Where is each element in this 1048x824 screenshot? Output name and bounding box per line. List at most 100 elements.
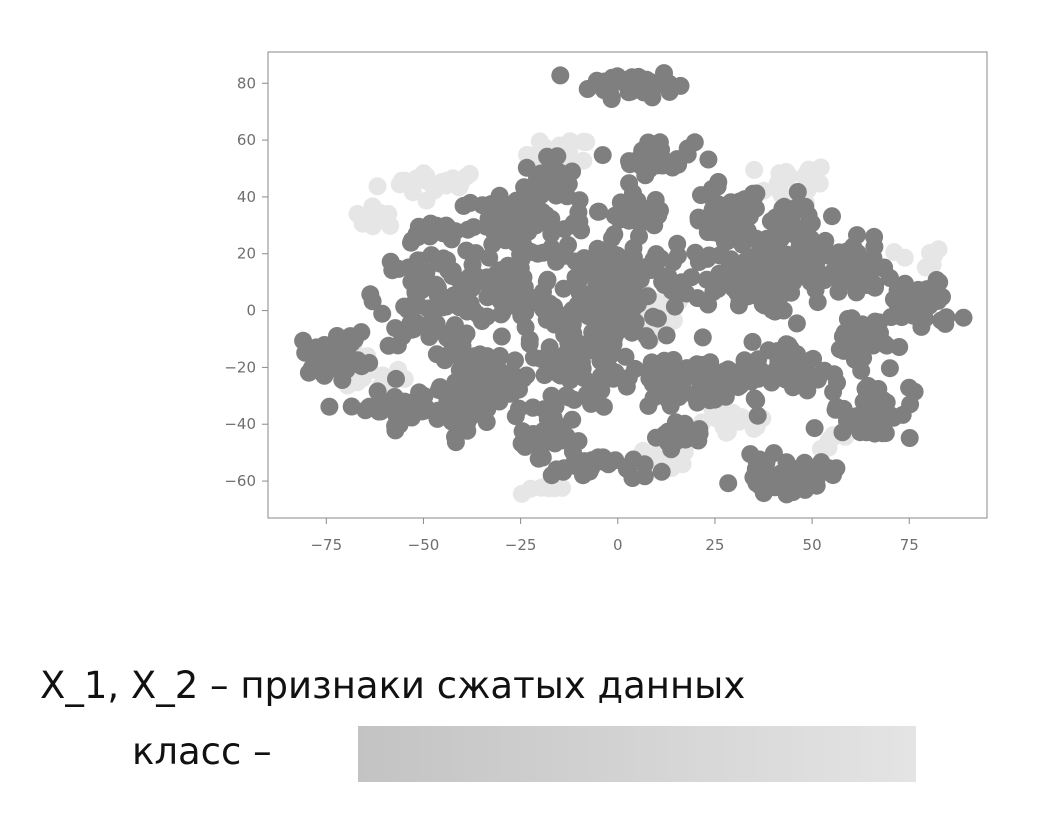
scatter-point [802,214,821,233]
scatter-point [551,66,570,85]
scatter-point [645,216,664,235]
scatter-point [840,270,859,289]
scatter-point [402,314,421,333]
scatter-point [605,225,624,244]
scatter-point [733,235,752,254]
scatter-point [538,147,557,166]
scatter-point [661,396,680,415]
scatter-point [428,278,447,297]
scatter-point [761,212,780,231]
scatter-point [566,451,585,469]
scatter-point [875,259,893,278]
scatter-point [744,468,763,487]
x-tick-label: −75 [310,536,342,554]
scatter-point [730,412,748,431]
scatter-point [516,303,535,322]
x-tick-label: −25 [505,536,537,554]
scatter-point [737,202,756,221]
scatter-point [390,175,409,194]
scatter-point [724,279,743,298]
scatter-point [714,223,733,242]
scatter-point [610,71,629,90]
scatter-point [815,361,834,380]
scatter-point [623,323,641,342]
scatter-point [368,177,387,196]
scatter-point [624,184,642,203]
scatter-point [623,469,642,487]
scatter-point [604,335,623,354]
scatter-point [429,381,448,400]
scatter-point [406,292,425,311]
scatter-point [699,150,718,169]
scatter-point [561,371,580,390]
scatter-point [799,160,818,179]
scatter-point [626,359,645,378]
scatter-point [586,378,604,397]
scatter-point [647,245,666,264]
scatter-point [542,225,561,243]
scatter-point [478,288,497,307]
x-tick-label: 0 [613,536,623,554]
scatter-point [453,420,472,439]
scatter-point [483,235,502,254]
scatter-point [546,434,564,453]
scatter-point [563,301,582,319]
scatter-point [554,279,573,298]
scatter-point [752,361,771,380]
scatter-point [605,245,624,264]
scatter-point [646,191,665,209]
scatter-point [386,421,405,440]
scatter-point [474,272,493,291]
y-tick-label: 0 [246,302,256,320]
scatter-point [299,363,318,382]
scatter-point [373,304,392,323]
scatter-point [387,369,405,388]
scatter-point [563,162,582,181]
scatter-point [441,403,460,421]
scatter-point [689,431,708,450]
scatter-point [409,217,428,236]
scatter-point [566,252,585,271]
scatter-point [890,338,909,356]
scatter-point [631,270,650,289]
x-tick-label: 50 [803,536,822,554]
scatter-point [458,220,477,239]
scatter-point [734,358,753,377]
scatter-point [668,246,687,265]
scatter-point [719,360,738,379]
scatter-point [719,474,738,493]
scatter-point [420,327,439,346]
scatter-point [545,297,563,316]
scatter-point [606,363,625,382]
scatter-point [443,267,462,286]
scatter-point [451,293,470,312]
scatter-point [700,391,719,410]
scatter-point [936,314,955,333]
scatter-point [823,207,841,226]
scatter-point [361,285,380,304]
scatter-point [473,196,492,215]
scatter-point [457,167,476,186]
scatter-point [852,361,871,380]
scatter-point [816,231,835,250]
x-tick-label: −50 [408,536,440,554]
scatter-point [348,373,367,392]
scatter-point [748,406,767,425]
scatter-point [533,202,552,221]
scatter-point [783,346,802,365]
scatter-point [478,353,497,372]
scatter-point [468,384,487,403]
scatter-point [528,244,547,263]
scatter-point [546,420,565,439]
scatter-point [702,363,720,382]
scatter-point [875,334,894,353]
scatter-point [646,259,665,278]
scatter-point [588,239,607,258]
scatter-point [381,252,400,271]
scatter-point [689,208,708,227]
scatter-point [719,378,737,396]
scatter-point [445,316,464,335]
scatter-point [882,406,901,425]
scatter-point [644,308,663,327]
y-axis: −60 −40 −20 0 20 40 60 80 [224,74,268,490]
